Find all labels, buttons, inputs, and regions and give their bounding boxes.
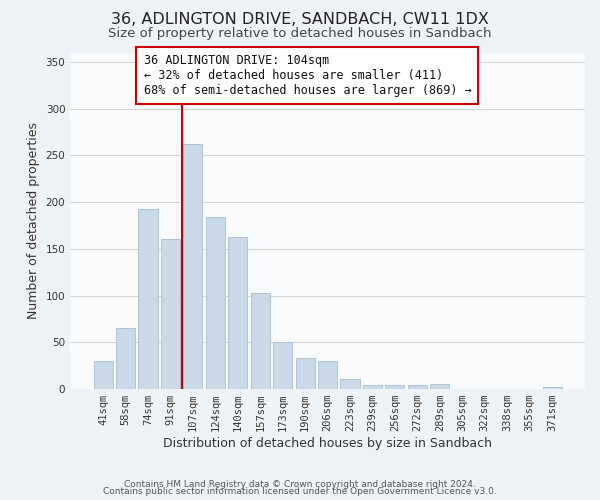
Bar xyxy=(340,379,359,389)
Bar xyxy=(318,361,337,389)
Bar xyxy=(408,386,427,389)
X-axis label: Distribution of detached houses by size in Sandbach: Distribution of detached houses by size … xyxy=(163,437,492,450)
Bar xyxy=(161,240,180,389)
Text: Size of property relative to detached houses in Sandbach: Size of property relative to detached ho… xyxy=(108,28,492,40)
Bar xyxy=(296,358,314,389)
Bar xyxy=(94,361,113,389)
Y-axis label: Number of detached properties: Number of detached properties xyxy=(27,122,40,320)
Bar xyxy=(206,217,225,389)
Bar xyxy=(273,342,292,389)
Text: Contains HM Land Registry data © Crown copyright and database right 2024.: Contains HM Land Registry data © Crown c… xyxy=(124,480,476,489)
Bar xyxy=(430,384,449,389)
Bar xyxy=(251,293,270,389)
Bar xyxy=(228,236,247,389)
Bar xyxy=(385,386,404,389)
Text: Contains public sector information licensed under the Open Government Licence v3: Contains public sector information licen… xyxy=(103,487,497,496)
Text: 36 ADLINGTON DRIVE: 104sqm
← 32% of detached houses are smaller (411)
68% of sem: 36 ADLINGTON DRIVE: 104sqm ← 32% of deta… xyxy=(143,54,471,98)
Bar xyxy=(184,144,202,389)
Bar xyxy=(363,386,382,389)
Text: 36, ADLINGTON DRIVE, SANDBACH, CW11 1DX: 36, ADLINGTON DRIVE, SANDBACH, CW11 1DX xyxy=(111,12,489,28)
Bar xyxy=(542,387,562,389)
Bar xyxy=(139,208,158,389)
Bar xyxy=(116,328,135,389)
